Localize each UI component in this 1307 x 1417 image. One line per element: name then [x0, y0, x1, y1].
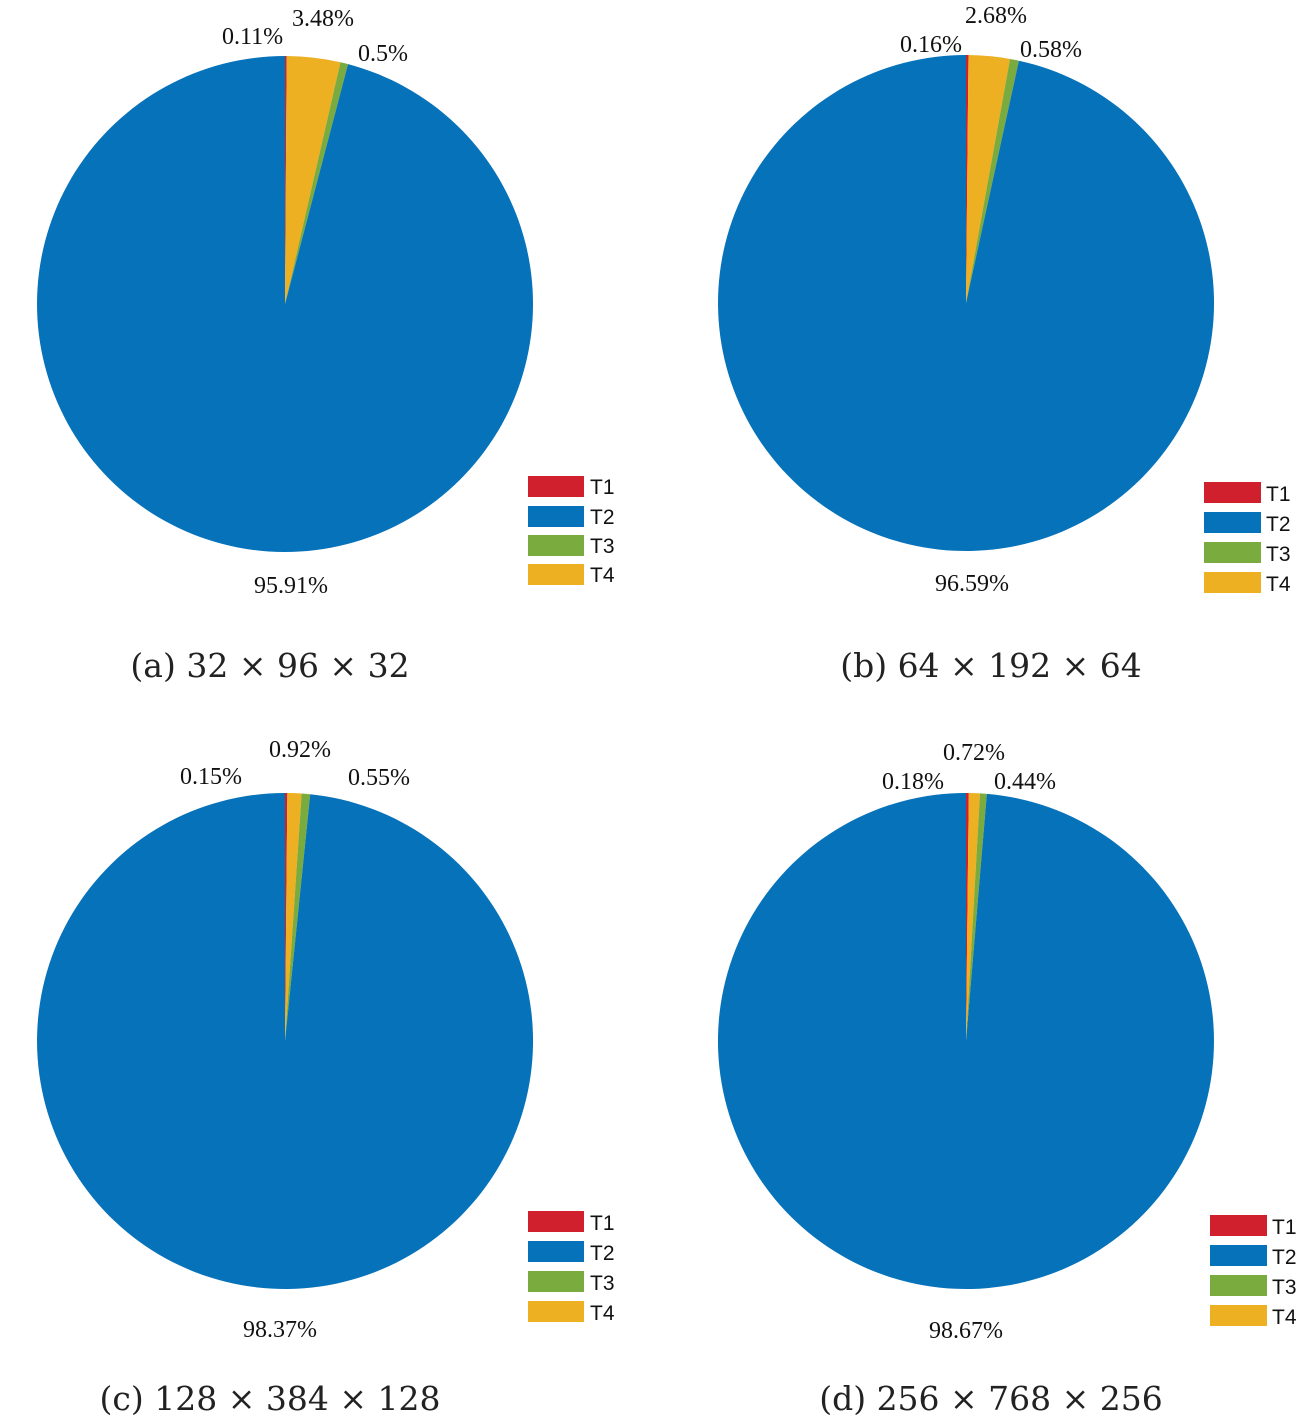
legend: T1 T2 T3 T4: [528, 1211, 615, 1325]
slice-label-t3: 0.5%: [358, 41, 408, 67]
slice-label-t2: 96.59%: [935, 571, 1009, 597]
legend-swatch-t1: [1210, 1215, 1267, 1236]
legend-swatch-t3: [528, 535, 584, 556]
legend-label-t2: T2: [1272, 1246, 1297, 1269]
slice-label-t4: 3.48%: [292, 6, 354, 32]
chart-caption: (a) 32 × 96 × 32: [130, 646, 409, 685]
legend-label-t3: T3: [1266, 543, 1291, 566]
legend-swatch-t4: [528, 564, 584, 585]
legend-label-t2: T2: [590, 1242, 615, 1265]
legend-label-t1: T1: [1272, 1216, 1297, 1239]
slice-label-t1: 0.16%: [900, 32, 962, 58]
slice-label-t2: 95.91%: [254, 573, 328, 599]
slice-label-t1: 0.15%: [180, 764, 242, 790]
legend: T1 T2 T3 T4: [1210, 1215, 1297, 1329]
legend-swatch-t2: [1204, 512, 1261, 533]
pie-slice-t1: [285, 793, 288, 1041]
legend-swatch-t2: [528, 506, 584, 527]
pie-slice-t4: [285, 56, 341, 305]
legend-swatch-t2: [528, 1241, 584, 1262]
chart-panel-a: 0.11% 3.48% 0.5% 95.91% T1 T2 T3 T4 (a) …: [0, 0, 653, 708]
pie-slice-t4: [966, 55, 1011, 304]
legend-swatch-t4: [1210, 1305, 1267, 1326]
slice-label-t1: 0.18%: [882, 769, 944, 795]
legend-swatch-t3: [1204, 542, 1261, 563]
legend-label-t3: T3: [590, 1272, 615, 1295]
legend: T1 T2 T3 T4: [528, 476, 615, 587]
legend-swatch-t4: [528, 1301, 584, 1322]
slice-label-t4: 0.92%: [269, 737, 331, 763]
pie-slice-t2: [718, 55, 1215, 551]
slice-label-t4: 0.72%: [943, 740, 1005, 766]
pie-slice-t1: [966, 54, 969, 303]
slice-label-t4: 2.68%: [965, 3, 1027, 29]
legend-label-t2: T2: [590, 506, 615, 529]
legend-label-t2: T2: [1266, 513, 1291, 536]
pie-slices: [37, 793, 534, 1289]
legend-label-t4: T4: [590, 1302, 615, 1325]
legend-label-t3: T3: [590, 535, 615, 558]
legend-swatch-t1: [528, 1211, 584, 1232]
slice-label-t3: 0.55%: [348, 765, 410, 791]
pie-slice-t1: [966, 793, 969, 1041]
legend-label-t4: T4: [1272, 1306, 1297, 1329]
legend: T1 T2 T3 T4: [1204, 482, 1291, 596]
legend-label-t1: T1: [590, 1212, 615, 1235]
slice-label-t2: 98.37%: [243, 1317, 317, 1343]
pie-chart-c: 0.15% 0.92% 0.55% 98.37% T1 T2 T3 T4 (c)…: [37, 737, 615, 1416]
pie-slices: [37, 56, 534, 552]
pie-slice-t3: [285, 793, 311, 1041]
legend-label-t4: T4: [590, 564, 615, 587]
chart-caption: (d) 256 × 768 × 256: [819, 1379, 1163, 1416]
pie-slice-t1: [285, 56, 287, 304]
legend-swatch-t4: [1204, 572, 1261, 593]
pie-chart-a: 0.11% 3.48% 0.5% 95.91% T1 T2 T3 T4 (a) …: [37, 6, 615, 685]
pie-slice-t4: [285, 793, 302, 1041]
pie-slice-t3: [966, 793, 987, 1041]
pie-slice-t4: [966, 793, 981, 1041]
pie-slices: [718, 54, 1215, 551]
chart-caption: (c) 128 × 384 × 128: [100, 1379, 441, 1416]
pie-slice-t2: [717, 793, 1214, 1289]
pie-slice-t3: [966, 58, 1019, 303]
pie-chart-d: 0.18% 0.72% 0.44% 98.67% T1 T2 T3 T4 (d)…: [717, 740, 1297, 1416]
slice-label-t2: 98.67%: [929, 1318, 1003, 1344]
legend-label-t4: T4: [1266, 573, 1291, 596]
legend-label-t1: T1: [590, 476, 615, 499]
legend-swatch-t1: [528, 476, 584, 497]
chart-panel-d: 0.18% 0.72% 0.44% 98.67% T1 T2 T3 T4 (d)…: [653, 708, 1306, 1416]
legend-swatch-t3: [528, 1271, 584, 1292]
slice-label-t3: 0.44%: [994, 769, 1056, 795]
legend-label-t3: T3: [1272, 1276, 1297, 1299]
legend-swatch-t2: [1210, 1245, 1267, 1266]
pie-slice-t3: [285, 62, 349, 304]
chart-panel-c: 0.15% 0.92% 0.55% 98.37% T1 T2 T3 T4 (c)…: [0, 708, 653, 1416]
chart-panel-b: 0.16% 2.68% 0.58% 96.59% T1 T2 T3 T4 (b)…: [653, 0, 1306, 708]
slice-label-t1: 0.11%: [222, 24, 283, 50]
chart-caption: (b) 64 × 192 × 64: [840, 646, 1142, 685]
slice-label-t3: 0.58%: [1020, 37, 1082, 63]
pie-slice-t2: [37, 793, 534, 1289]
pie-slice-t2: [37, 56, 534, 552]
pie-slices: [717, 793, 1214, 1289]
pie-chart-b: 0.16% 2.68% 0.58% 96.59% T1 T2 T3 T4 (b)…: [718, 3, 1291, 685]
legend-label-t1: T1: [1266, 483, 1291, 506]
legend-swatch-t1: [1204, 482, 1261, 503]
legend-swatch-t3: [1210, 1275, 1267, 1296]
